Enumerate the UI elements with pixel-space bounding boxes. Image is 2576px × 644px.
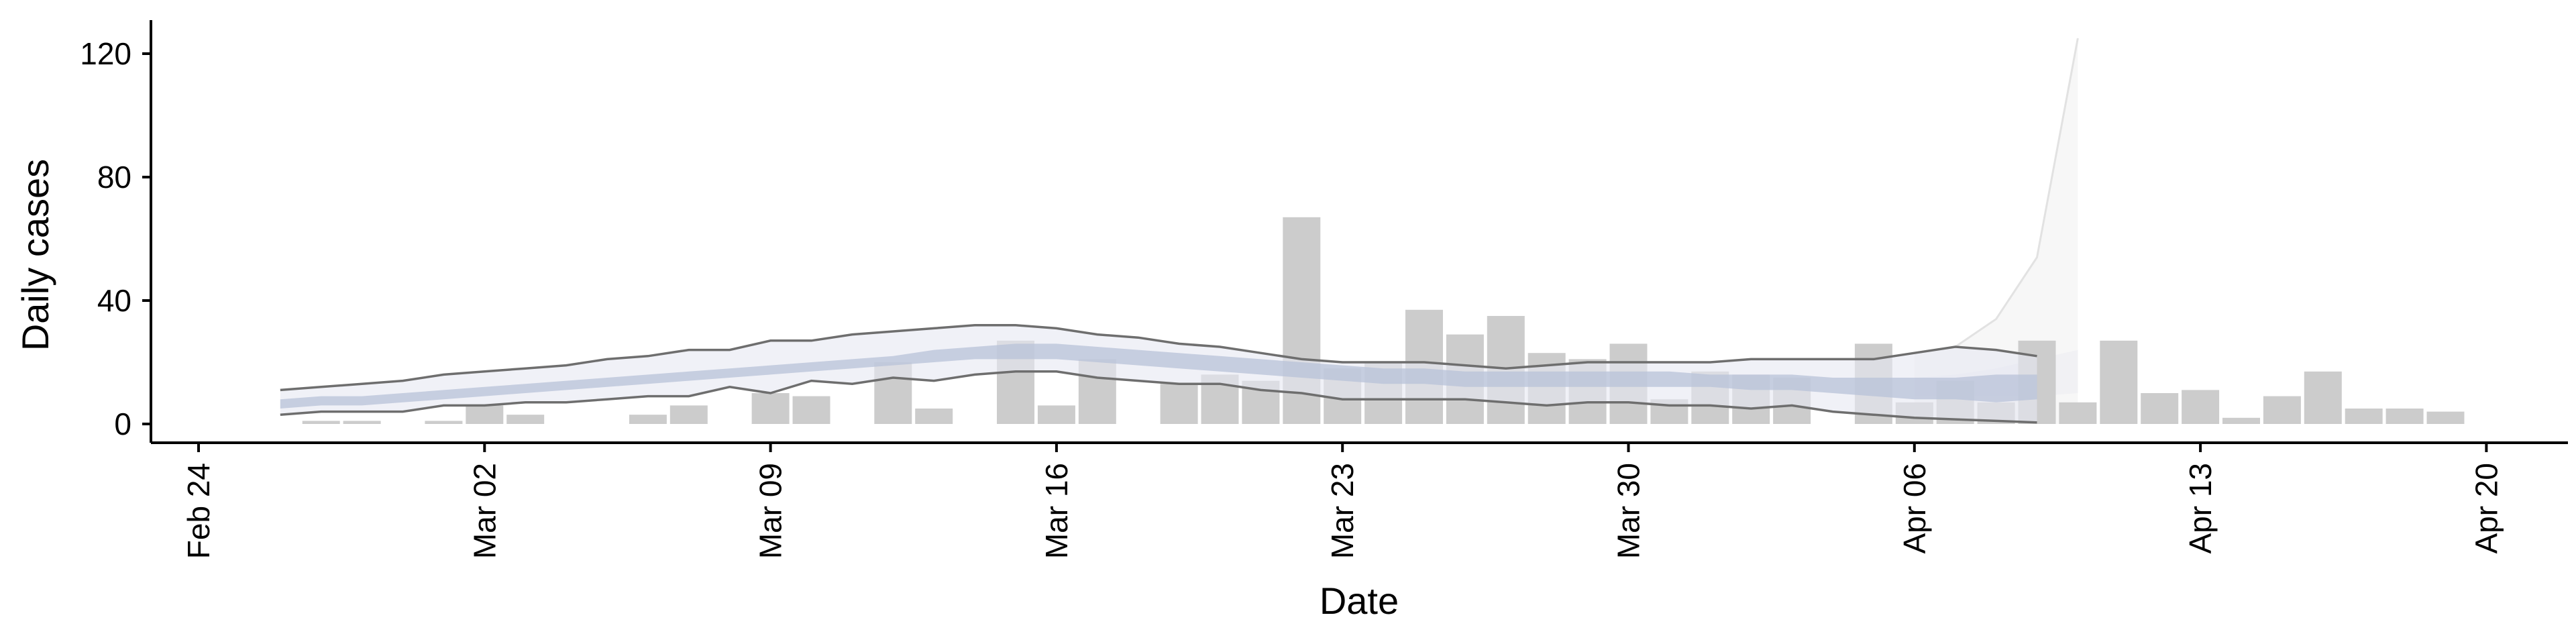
case-bar	[2426, 411, 2465, 424]
x-tick-label: Mar 16	[1039, 463, 1074, 559]
x-tick-label: Mar 23	[1325, 463, 1360, 559]
x-axis-title: Date	[1320, 580, 1399, 622]
case-bar	[2304, 371, 2342, 424]
x-tick-label: Mar 30	[1611, 463, 1646, 559]
x-tick-label: Mar 02	[467, 463, 502, 559]
case-bar	[1160, 384, 1198, 424]
case-bar	[751, 393, 790, 424]
y-tick-label: 40	[97, 283, 131, 318]
x-tick-label: Apr 06	[1897, 463, 1932, 554]
forecast-outer-band	[1914, 38, 2078, 424]
case-bar	[2345, 409, 2383, 424]
case-bar	[343, 421, 381, 424]
case-bar	[792, 396, 830, 424]
case-bar	[2222, 417, 2260, 424]
case-bar	[302, 421, 340, 424]
x-tick-label: Mar 09	[753, 463, 788, 559]
x-tick-label: Feb 24	[181, 463, 216, 559]
case-bar	[466, 405, 504, 424]
y-tick-label: 80	[97, 160, 131, 195]
case-bar	[2263, 396, 2301, 424]
case-bar	[506, 415, 545, 424]
estimate-upper-line	[280, 324, 2037, 392]
axes	[150, 20, 2568, 444]
estimate-outer-band	[280, 325, 2037, 423]
case-bar	[2059, 402, 2097, 424]
estimate-layer	[280, 324, 2037, 424]
y-tick-label: 120	[80, 36, 131, 71]
x-tick-label: Apr 13	[2183, 463, 2218, 554]
estimate-lower-line	[280, 370, 2037, 424]
case-bar	[1037, 405, 1075, 424]
y-ticks: 0 40 80 120	[80, 36, 151, 441]
y-tick-label: 0	[114, 407, 131, 441]
case-bar	[669, 405, 708, 424]
x-tick-label: Apr 20	[2469, 463, 2504, 554]
estimate-inner-band	[280, 343, 2037, 409]
case-bar	[2141, 393, 2179, 424]
case-bar	[2182, 390, 2220, 424]
y-axis-title: Daily cases	[14, 159, 56, 351]
x-ticks: Feb 24 Mar 02 Mar 09 Mar 16 Mar 23 Mar 30 Apr …	[181, 443, 2504, 559]
case-bar	[915, 409, 953, 424]
case-bar	[425, 421, 463, 424]
case-bar	[2385, 409, 2424, 424]
case-bar	[2100, 340, 2138, 424]
case-bar	[629, 415, 667, 424]
